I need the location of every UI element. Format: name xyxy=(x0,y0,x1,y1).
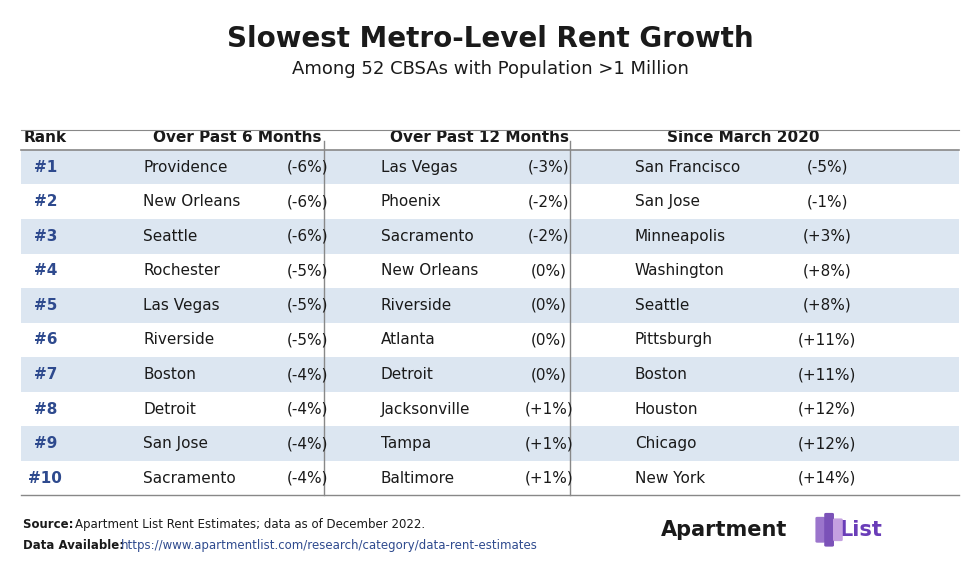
Text: Rank: Rank xyxy=(24,130,67,145)
Text: Detroit: Detroit xyxy=(143,402,196,417)
Text: (-4%): (-4%) xyxy=(286,402,328,417)
Text: Apartment: Apartment xyxy=(662,520,787,540)
Text: (+3%): (+3%) xyxy=(803,229,852,244)
Text: #8: #8 xyxy=(33,402,57,417)
Text: (+12%): (+12%) xyxy=(798,402,857,417)
Text: San Jose: San Jose xyxy=(635,194,700,210)
Text: (+11%): (+11%) xyxy=(798,332,857,347)
Text: Atlanta: Atlanta xyxy=(380,332,435,347)
Text: #9: #9 xyxy=(33,436,57,451)
Text: (-3%): (-3%) xyxy=(528,160,569,174)
Text: (0%): (0%) xyxy=(530,332,566,347)
FancyBboxPatch shape xyxy=(21,288,959,323)
Text: #5: #5 xyxy=(33,298,57,313)
Text: (-4%): (-4%) xyxy=(286,436,328,451)
Text: (-4%): (-4%) xyxy=(286,367,328,382)
Text: Baltimore: Baltimore xyxy=(380,471,455,486)
Text: Boston: Boston xyxy=(143,367,196,382)
Text: Riverside: Riverside xyxy=(380,298,452,313)
Text: (-1%): (-1%) xyxy=(807,194,848,210)
Text: Since March 2020: Since March 2020 xyxy=(666,130,819,145)
Text: (+1%): (+1%) xyxy=(524,402,573,417)
Text: (+12%): (+12%) xyxy=(798,436,857,451)
Text: Over Past 6 Months: Over Past 6 Months xyxy=(153,130,321,145)
Text: (-2%): (-2%) xyxy=(528,194,569,210)
Text: Among 52 CBSAs with Population >1 Million: Among 52 CBSAs with Population >1 Millio… xyxy=(292,60,688,78)
Text: Sacramento: Sacramento xyxy=(380,229,473,244)
Text: (+1%): (+1%) xyxy=(524,471,573,486)
Text: #7: #7 xyxy=(33,367,57,382)
Text: Las Vegas: Las Vegas xyxy=(143,298,220,313)
Text: #10: #10 xyxy=(28,471,63,486)
Text: Chicago: Chicago xyxy=(635,436,696,451)
Text: New Orleans: New Orleans xyxy=(143,194,240,210)
Text: Sacramento: Sacramento xyxy=(143,471,236,486)
Text: Seattle: Seattle xyxy=(143,229,197,244)
Text: List: List xyxy=(839,520,882,540)
Text: Washington: Washington xyxy=(635,263,724,278)
Text: Rochester: Rochester xyxy=(143,263,220,278)
Text: Over Past 12 Months: Over Past 12 Months xyxy=(390,130,568,145)
Text: (0%): (0%) xyxy=(530,367,566,382)
FancyBboxPatch shape xyxy=(824,513,834,546)
Text: Slowest Metro-Level Rent Growth: Slowest Metro-Level Rent Growth xyxy=(226,25,754,52)
Text: #4: #4 xyxy=(33,263,57,278)
Text: (-6%): (-6%) xyxy=(286,160,328,174)
Text: New Orleans: New Orleans xyxy=(380,263,478,278)
Text: (-6%): (-6%) xyxy=(286,229,328,244)
Text: (+1%): (+1%) xyxy=(524,436,573,451)
Text: (-5%): (-5%) xyxy=(286,298,328,313)
Text: (-5%): (-5%) xyxy=(807,160,848,174)
Text: Apartment List Rent Estimates; data as of December 2022.: Apartment List Rent Estimates; data as o… xyxy=(74,518,424,532)
Text: Tampa: Tampa xyxy=(380,436,431,451)
Text: (+11%): (+11%) xyxy=(798,367,857,382)
Text: Las Vegas: Las Vegas xyxy=(380,160,458,174)
FancyBboxPatch shape xyxy=(815,517,825,542)
Text: #3: #3 xyxy=(33,229,57,244)
Text: #2: #2 xyxy=(33,194,57,210)
Text: Riverside: Riverside xyxy=(143,332,215,347)
Text: Providence: Providence xyxy=(143,160,227,174)
FancyBboxPatch shape xyxy=(21,150,959,184)
Text: #1: #1 xyxy=(33,160,57,174)
Text: Pittsburgh: Pittsburgh xyxy=(635,332,712,347)
Text: Boston: Boston xyxy=(635,367,688,382)
Text: (+14%): (+14%) xyxy=(798,471,857,486)
Text: Detroit: Detroit xyxy=(380,367,433,382)
Text: San Francisco: San Francisco xyxy=(635,160,740,174)
FancyBboxPatch shape xyxy=(21,357,959,392)
Text: https://www.apartmentlist.com/research/category/data-rent-estimates: https://www.apartmentlist.com/research/c… xyxy=(121,540,537,553)
Text: (-2%): (-2%) xyxy=(528,229,569,244)
Text: (-6%): (-6%) xyxy=(286,194,328,210)
FancyBboxPatch shape xyxy=(21,426,959,461)
Text: (-5%): (-5%) xyxy=(286,263,328,278)
Text: (0%): (0%) xyxy=(530,298,566,313)
Text: #6: #6 xyxy=(33,332,57,347)
FancyBboxPatch shape xyxy=(833,518,843,541)
Text: Minneapolis: Minneapolis xyxy=(635,229,726,244)
Text: Seattle: Seattle xyxy=(635,298,689,313)
Text: Data Available:: Data Available: xyxy=(23,540,128,553)
Text: (+8%): (+8%) xyxy=(803,263,852,278)
Text: Jacksonville: Jacksonville xyxy=(380,402,470,417)
FancyBboxPatch shape xyxy=(21,219,959,254)
Text: (0%): (0%) xyxy=(530,263,566,278)
Text: (+8%): (+8%) xyxy=(803,298,852,313)
Text: (-5%): (-5%) xyxy=(286,332,328,347)
Text: Phoenix: Phoenix xyxy=(380,194,441,210)
Text: Source:: Source: xyxy=(23,518,77,532)
Text: New York: New York xyxy=(635,471,705,486)
Text: San Jose: San Jose xyxy=(143,436,208,451)
Text: Houston: Houston xyxy=(635,402,698,417)
Text: (-4%): (-4%) xyxy=(286,471,328,486)
